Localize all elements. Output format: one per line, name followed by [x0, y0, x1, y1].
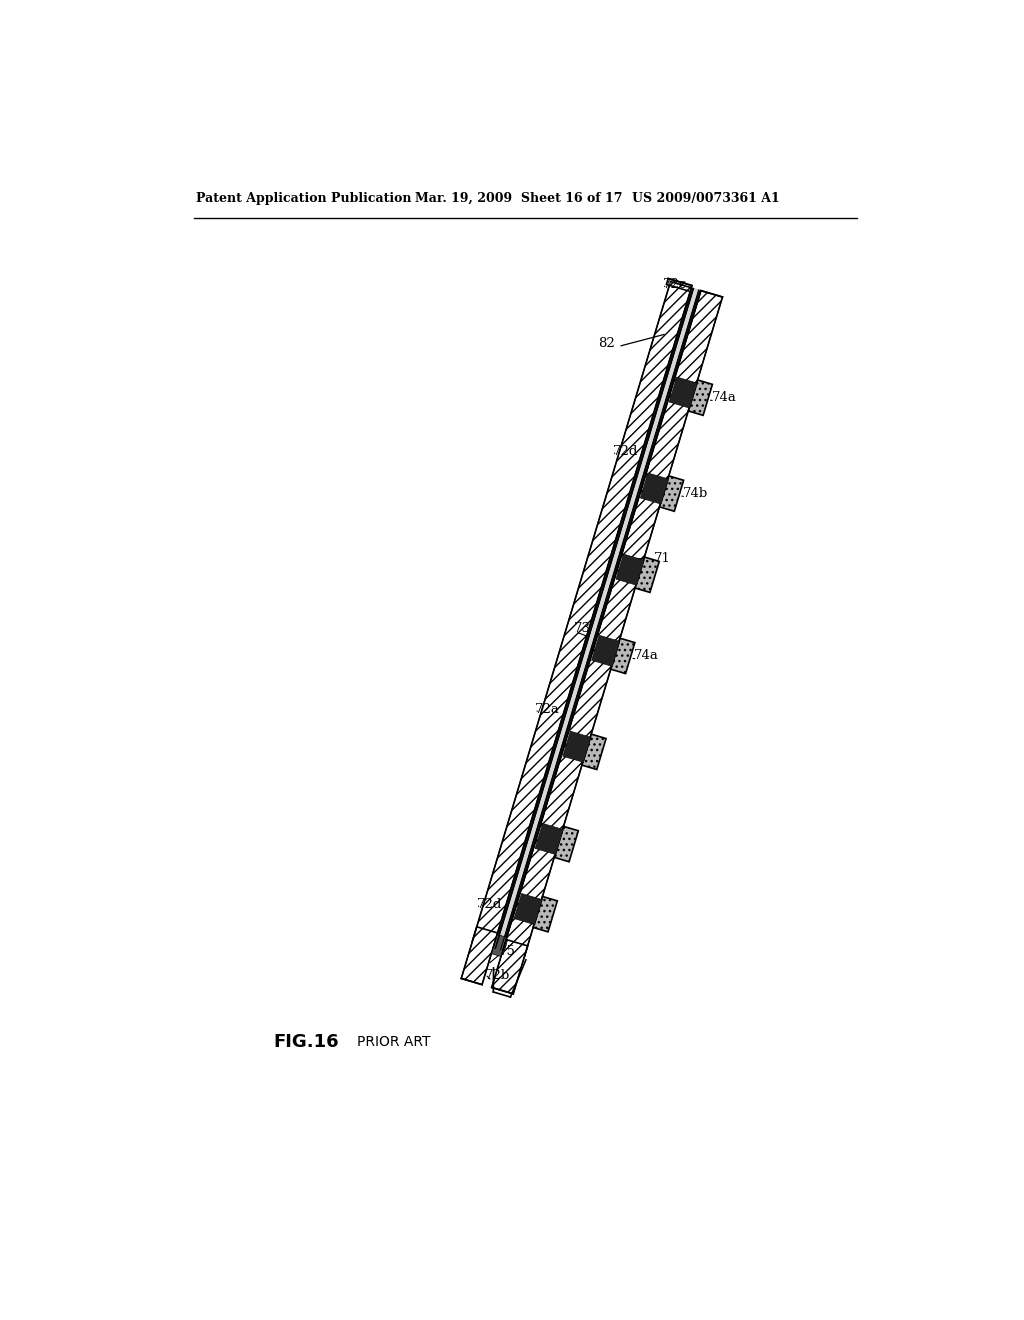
Polygon shape [590, 634, 598, 661]
Text: FIG.16: FIG.16 [273, 1034, 339, 1051]
Polygon shape [512, 891, 520, 920]
Polygon shape [615, 554, 644, 585]
Text: 71: 71 [653, 552, 671, 565]
Text: PRIOR ART: PRIOR ART [356, 1035, 430, 1049]
Polygon shape [659, 477, 684, 511]
Text: 74a: 74a [712, 391, 736, 404]
Polygon shape [502, 940, 508, 954]
Polygon shape [492, 940, 527, 994]
Polygon shape [503, 290, 723, 957]
Text: 74a: 74a [634, 649, 659, 663]
Polygon shape [669, 378, 697, 408]
Polygon shape [563, 731, 591, 763]
Text: 72b: 72b [485, 969, 510, 982]
Polygon shape [496, 289, 698, 950]
Polygon shape [472, 281, 691, 948]
Polygon shape [501, 290, 701, 950]
Text: 74b: 74b [683, 487, 709, 500]
Text: 72c: 72c [663, 277, 687, 290]
Polygon shape [688, 380, 713, 416]
Text: 72a: 72a [535, 702, 560, 715]
Text: Patent Application Publication: Patent Application Publication [197, 191, 412, 205]
Polygon shape [534, 821, 542, 850]
Polygon shape [514, 894, 543, 925]
Text: Mar. 19, 2009  Sheet 16 of 17: Mar. 19, 2009 Sheet 16 of 17 [415, 191, 623, 205]
Polygon shape [640, 473, 669, 504]
Text: 72d: 72d [612, 445, 638, 458]
Polygon shape [494, 288, 693, 948]
Text: 72d: 72d [476, 898, 502, 911]
Polygon shape [536, 824, 563, 854]
Polygon shape [534, 896, 557, 932]
Text: 75: 75 [500, 945, 516, 958]
Text: US 2009/0073361 A1: US 2009/0073361 A1 [632, 191, 779, 205]
Text: 82: 82 [598, 337, 615, 350]
Polygon shape [492, 935, 507, 957]
Polygon shape [461, 927, 498, 985]
Polygon shape [635, 557, 659, 593]
Polygon shape [582, 734, 606, 770]
Polygon shape [667, 279, 692, 292]
Polygon shape [554, 826, 579, 862]
Polygon shape [610, 638, 635, 673]
Polygon shape [592, 635, 620, 667]
Text: 73: 73 [573, 622, 591, 635]
